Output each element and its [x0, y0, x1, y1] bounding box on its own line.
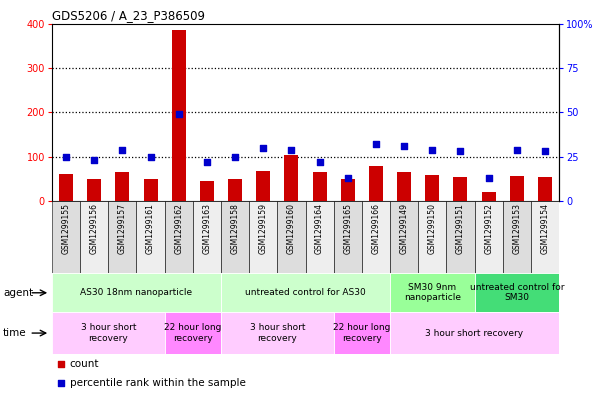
Point: [117, 147, 127, 153]
Bar: [87, 179, 101, 201]
Text: GSM1299165: GSM1299165: [343, 203, 353, 254]
Bar: [390, 273, 475, 312]
Bar: [334, 201, 362, 273]
Text: AS30 18nm nanoparticle: AS30 18nm nanoparticle: [81, 288, 192, 297]
Bar: [453, 177, 467, 201]
Text: GSM1299159: GSM1299159: [258, 203, 268, 254]
Text: 3 hour short
recovery: 3 hour short recovery: [81, 323, 136, 343]
Bar: [164, 201, 193, 273]
Bar: [341, 179, 355, 201]
Bar: [249, 201, 277, 273]
Bar: [200, 181, 214, 201]
Bar: [108, 201, 136, 273]
Point: [428, 147, 437, 153]
Bar: [362, 201, 390, 273]
Point: [174, 111, 184, 118]
Text: GSM1299156: GSM1299156: [90, 203, 99, 254]
Bar: [538, 177, 552, 201]
Text: count: count: [70, 358, 99, 369]
Bar: [306, 201, 334, 273]
Bar: [221, 273, 390, 312]
Bar: [277, 201, 306, 273]
Bar: [418, 201, 447, 273]
Bar: [256, 171, 270, 201]
Bar: [313, 173, 327, 201]
Bar: [531, 201, 559, 273]
Text: agent: agent: [3, 288, 33, 298]
Text: untreated control for
SM30: untreated control for SM30: [470, 283, 564, 303]
Text: 3 hour short
recovery: 3 hour short recovery: [249, 323, 305, 343]
Text: untreated control for AS30: untreated control for AS30: [245, 288, 366, 297]
Text: GSM1299166: GSM1299166: [371, 203, 381, 254]
Point: [56, 360, 66, 367]
Point: [89, 157, 99, 163]
Point: [540, 148, 550, 154]
Text: GDS5206 / A_23_P386509: GDS5206 / A_23_P386509: [52, 9, 205, 22]
Bar: [115, 173, 130, 201]
Bar: [221, 201, 249, 273]
Point: [512, 147, 522, 153]
Text: 22 hour long
recovery: 22 hour long recovery: [164, 323, 222, 343]
Bar: [193, 201, 221, 273]
Bar: [228, 179, 242, 201]
Bar: [510, 176, 524, 201]
Point: [145, 154, 155, 160]
Bar: [164, 312, 221, 354]
Bar: [390, 312, 559, 354]
Bar: [425, 174, 439, 201]
Bar: [172, 30, 186, 201]
Bar: [52, 312, 164, 354]
Point: [484, 175, 494, 181]
Point: [315, 159, 324, 165]
Bar: [475, 273, 559, 312]
Text: SM30 9nm
nanoparticle: SM30 9nm nanoparticle: [404, 283, 461, 303]
Point: [287, 147, 296, 153]
Point: [61, 154, 71, 160]
Bar: [80, 201, 108, 273]
Point: [371, 141, 381, 147]
Bar: [136, 201, 164, 273]
Text: GSM1299151: GSM1299151: [456, 203, 465, 254]
Bar: [284, 154, 298, 201]
Bar: [447, 201, 475, 273]
Text: GSM1299154: GSM1299154: [541, 203, 549, 254]
Text: percentile rank within the sample: percentile rank within the sample: [70, 378, 246, 388]
Point: [202, 159, 212, 165]
Text: GSM1299150: GSM1299150: [428, 203, 437, 254]
Text: GSM1299149: GSM1299149: [400, 203, 409, 254]
Point: [399, 143, 409, 149]
Text: GSM1299153: GSM1299153: [512, 203, 521, 254]
Bar: [334, 312, 390, 354]
Text: GSM1299164: GSM1299164: [315, 203, 324, 254]
Text: GSM1299155: GSM1299155: [62, 203, 70, 254]
Text: GSM1299160: GSM1299160: [287, 203, 296, 254]
Bar: [369, 166, 383, 201]
Bar: [397, 173, 411, 201]
Bar: [144, 179, 158, 201]
Text: GSM1299163: GSM1299163: [202, 203, 211, 254]
Bar: [59, 174, 73, 201]
Bar: [221, 312, 334, 354]
Bar: [475, 201, 503, 273]
Point: [258, 145, 268, 151]
Text: time: time: [3, 328, 27, 338]
Bar: [52, 201, 80, 273]
Text: GSM1299152: GSM1299152: [484, 203, 493, 254]
Bar: [503, 201, 531, 273]
Text: 3 hour short recovery: 3 hour short recovery: [425, 329, 524, 338]
Text: GSM1299162: GSM1299162: [174, 203, 183, 254]
Point: [56, 380, 66, 386]
Text: GSM1299157: GSM1299157: [118, 203, 127, 254]
Point: [230, 154, 240, 160]
Text: 22 hour long
recovery: 22 hour long recovery: [333, 323, 390, 343]
Bar: [481, 192, 496, 201]
Point: [456, 148, 466, 154]
Text: GSM1299158: GSM1299158: [230, 203, 240, 254]
Point: [343, 175, 353, 181]
Bar: [52, 273, 221, 312]
Bar: [390, 201, 418, 273]
Text: GSM1299161: GSM1299161: [146, 203, 155, 254]
